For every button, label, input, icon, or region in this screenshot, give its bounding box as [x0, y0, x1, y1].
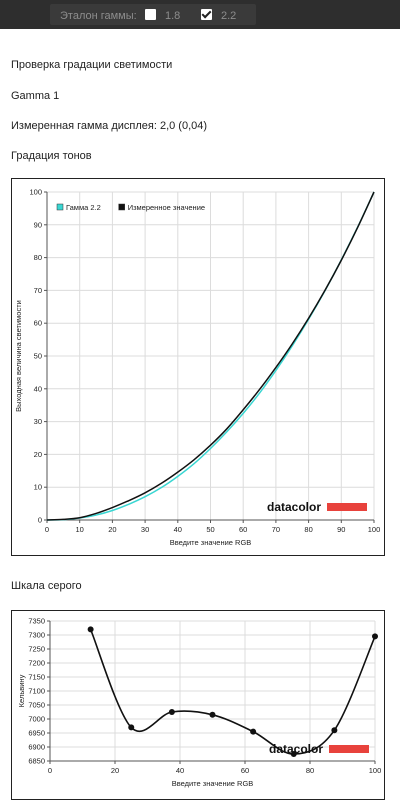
y-axis-label: Кельвину [17, 674, 26, 707]
gamma-2-2-label[interactable]: 2.2 [221, 10, 237, 22]
gamma-reference-toolbar: Эталон гаммы: 1.8 2.2 [0, 0, 400, 29]
y-tick-label: 30 [34, 417, 42, 426]
legend-label-2: Измеренное значение [128, 203, 205, 212]
y-tick-label: 7300 [28, 631, 45, 640]
tone-gradation-chart: 0 10 20 30 40 50 60 70 80 90 100 0 10 20 30 40 50 60 70 80 9… [14, 188, 381, 548]
y-tick-label: 7050 [28, 701, 45, 710]
y-tick-label: 80 [34, 253, 42, 262]
x-tick-label: 0 [45, 525, 49, 534]
datacolor-logo-text: datacolor [269, 742, 323, 756]
data-point [87, 626, 94, 633]
y-tick-label: 7100 [28, 687, 45, 696]
x-tick-label: 0 [48, 766, 52, 775]
x-tick-label: 90 [337, 525, 345, 534]
y-tick-label: 100 [29, 188, 42, 197]
grayscale-chart: 0 20 40 60 80 100 6850 6900 6950 7000 7050 7100 7150… [17, 617, 382, 789]
measured-gamma: Измеренная гамма дисплея: 2,0 (0,04) [11, 120, 208, 132]
data-point [331, 727, 338, 734]
x-axis-label: Введите значение RGB [172, 779, 254, 788]
y-tick-label: 7350 [28, 617, 45, 626]
y-tick-label: 0 [38, 516, 42, 525]
y-tick-label: 20 [34, 450, 42, 459]
gamma-reference-label: Эталон гаммы: [60, 10, 137, 22]
legend-swatch-1 [56, 203, 64, 211]
gamma-name: Gamma 1 [11, 90, 60, 102]
y-tick-label: 7000 [28, 715, 45, 724]
datacolor-logo-bar [329, 745, 369, 753]
datacolor-logo-text: datacolor [267, 500, 321, 514]
legend-label-1: Гамма 2.2 [66, 203, 101, 212]
x-tick-label: 60 [239, 525, 247, 534]
x-tick-label: 40 [176, 766, 184, 775]
x-tick-label: 30 [141, 525, 149, 534]
x-tick-label: 80 [306, 766, 314, 775]
x-axis-label: Введите значение RGB [170, 538, 252, 547]
y-tick-label: 60 [34, 319, 42, 328]
tone-gradation-title: Градация тонов [11, 150, 92, 162]
x-tick-label: 40 [174, 525, 182, 534]
x-tick-label: 70 [272, 525, 280, 534]
x-tick-label: 20 [108, 525, 116, 534]
gamma-1-8-label[interactable]: 1.8 [165, 10, 181, 22]
data-point [290, 751, 297, 757]
x-tick-label: 50 [206, 525, 214, 534]
x-tick-label: 100 [369, 766, 382, 775]
y-tick-label: 6900 [28, 743, 45, 752]
section-title: Проверка градации светимости [11, 59, 173, 71]
y-tick-label: 6950 [28, 729, 45, 738]
x-tick-label: 100 [368, 525, 381, 534]
legend-swatch-2 [118, 203, 125, 211]
y-tick-label: 10 [34, 483, 42, 492]
data-point [168, 709, 175, 715]
x-tick-label: 20 [111, 766, 119, 775]
y-axis-label: Выходная величина светимости [14, 300, 23, 412]
series-line-2 [46, 191, 375, 521]
grayscale-chart-panel: 0 20 40 60 80 100 6850 6900 6950 7000 7050 7100 7150… [11, 610, 385, 800]
y-tick-label: 7150 [28, 673, 45, 682]
grayscale-title: Шкала серого [11, 580, 82, 592]
y-tick-label: 7200 [28, 659, 45, 668]
data-point [250, 728, 257, 735]
data-point [372, 633, 378, 640]
y-tick-label: 70 [34, 286, 42, 295]
gamma-2-2-checkbox[interactable] [201, 9, 212, 20]
x-tick-label: 80 [304, 525, 312, 534]
y-tick-label: 7250 [28, 645, 45, 654]
x-tick-label: 10 [76, 525, 84, 534]
y-tick-label: 90 [34, 220, 42, 229]
y-tick-label: 50 [34, 352, 42, 361]
tone-gradation-chart-panel: 0 10 20 30 40 50 60 70 80 90 100 0 10 20 30 40 50 60 70 80 9… [11, 178, 385, 556]
y-tick-label: 40 [34, 384, 42, 393]
gamma-1-8-checkbox[interactable] [145, 9, 156, 20]
data-point [209, 711, 216, 718]
data-point [128, 724, 135, 731]
x-tick-label: 60 [241, 766, 249, 775]
y-tick-label: 6850 [28, 757, 45, 766]
datacolor-logo-bar [327, 503, 367, 511]
